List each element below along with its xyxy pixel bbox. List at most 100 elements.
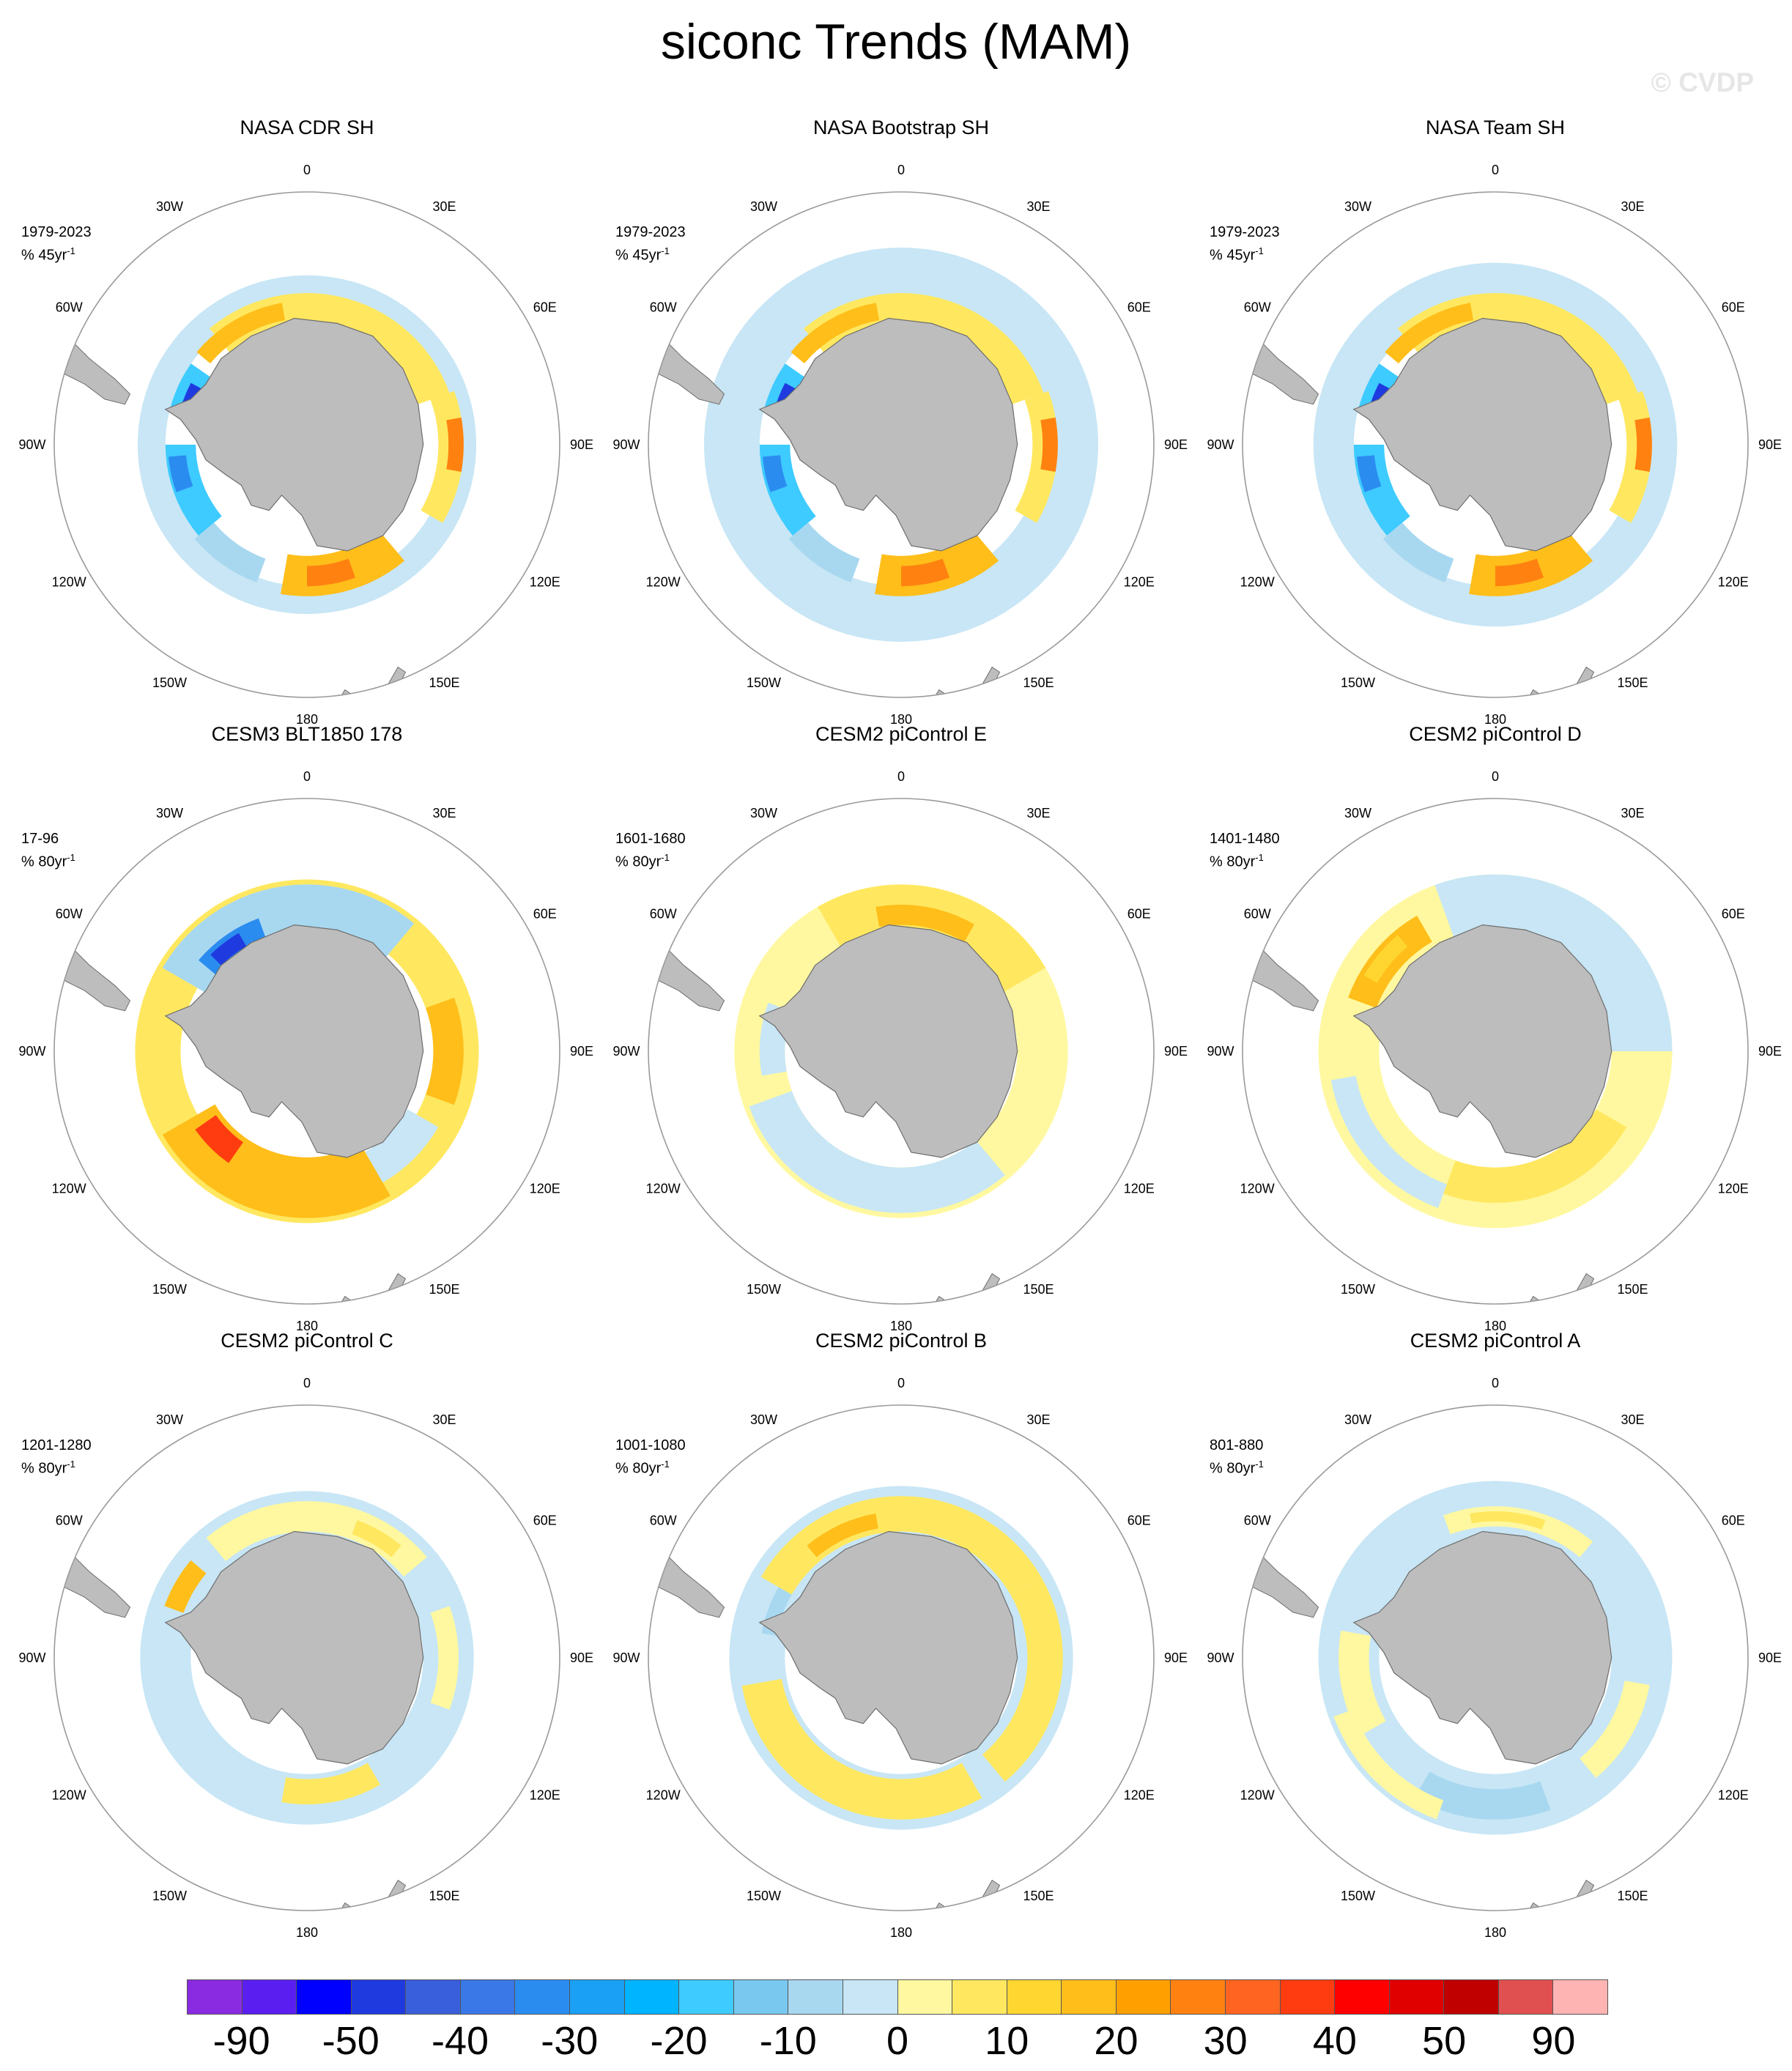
longitude-label: 60W — [650, 1514, 677, 1528]
longitude-label: 180 — [890, 1319, 912, 1333]
longitude-label: 30W — [156, 1412, 183, 1427]
trend-units-exponent: -1 — [661, 1459, 670, 1470]
longitude-label: 0 — [897, 769, 905, 784]
longitude-label: 180 — [1484, 1319, 1506, 1333]
trend-region — [1357, 455, 1382, 492]
trend-region — [788, 522, 860, 582]
tasmania-land — [463, 1870, 485, 1886]
trend-region — [1333, 1709, 1444, 1820]
copyright-watermark: © CVDP — [1651, 67, 1754, 97]
colorbar-box — [1007, 1980, 1062, 2014]
longitude-label: 90W — [612, 437, 640, 452]
tasmania-land — [463, 656, 485, 673]
longitude-label: 150E — [1023, 675, 1054, 690]
sea-ice-trend-field — [648, 1486, 1079, 1911]
trend-region — [901, 558, 950, 587]
colorbar-box — [351, 1980, 407, 2014]
longitude-label: 90E — [1758, 1044, 1782, 1059]
longitude-label: 60E — [1722, 1514, 1745, 1528]
longitude-label: 150W — [747, 1282, 781, 1297]
longitude-label: 0 — [1492, 769, 1499, 784]
longitude-label: 90W — [612, 1044, 640, 1059]
colorbar-label: -90 — [212, 2019, 270, 2063]
colorbar-box — [624, 1980, 680, 2014]
longitude-label: 30W — [156, 199, 183, 214]
map-boundary-circle — [648, 798, 1155, 1305]
longitude-label: 90E — [1758, 437, 1782, 452]
trend-region — [1580, 1681, 1650, 1778]
tasmania-land — [1057, 1870, 1079, 1886]
colorbar-label: -40 — [432, 2019, 489, 2063]
longitude-label: 150E — [429, 1889, 459, 1903]
period-years: 1979-2023 — [21, 224, 92, 240]
longitude-label: 150W — [747, 675, 781, 690]
longitude-label: 120W — [1240, 575, 1275, 590]
colorbar-label: 90 — [1531, 2019, 1576, 2063]
longitude-label: 150E — [1617, 1282, 1648, 1297]
trend-units-exponent: -1 — [1255, 852, 1264, 863]
tasmania-land — [1651, 1870, 1673, 1886]
map-panel: CESM2 piControl D 1401-1480% 80yr-1 0 30E 60… — [1207, 723, 1782, 1337]
colorbar-box — [1389, 1980, 1445, 2014]
trend-units: % 45yr-1 — [21, 242, 92, 265]
colorbar-label: 50 — [1422, 2019, 1467, 2063]
sea-ice-trend-field — [54, 275, 485, 697]
colorbar-box — [1444, 1980, 1499, 2014]
trend-units-base: % 80yr — [1210, 853, 1256, 870]
longitude-label: 90E — [570, 1044, 593, 1059]
colorbar-labels: -90 -50 -40 -30 -20 -10 0 10 20 30 40 50 90 — [187, 2018, 1608, 2063]
trend-units: % 80yr-1 — [21, 848, 75, 872]
longitude-label: 60E — [1722, 300, 1745, 315]
map-boundary-circle — [1242, 1404, 1749, 1911]
longitude-label: 150W — [747, 1889, 781, 1903]
sea-ice-trend-field — [648, 247, 1098, 697]
longitude-label: 120E — [1124, 575, 1155, 590]
trend-units: % 45yr-1 — [1210, 242, 1280, 265]
antarctica-land — [164, 317, 424, 552]
trend-units-base: % 80yr — [21, 1460, 67, 1477]
map-boundary-circle — [648, 191, 1155, 698]
trend-region — [1040, 417, 1058, 473]
tasmania-land — [1651, 656, 1673, 673]
longitude-label: 30W — [1344, 806, 1371, 820]
antarctica-land — [1352, 924, 1613, 1158]
longitude-label: 30E — [432, 806, 456, 820]
colorbar-label: -10 — [759, 2019, 817, 2063]
longitude-label: 0 — [1492, 163, 1499, 177]
longitude-label: 0 — [303, 1376, 311, 1390]
longitude-label: 90W — [1207, 1650, 1234, 1665]
longitude-label: 60E — [1128, 907, 1151, 922]
longitude-label: 120W — [1240, 1182, 1275, 1196]
colorbar-box — [1498, 1980, 1554, 2014]
longitude-label: 150E — [429, 1282, 459, 1297]
longitude-label: 120E — [530, 1182, 560, 1196]
trend-region — [760, 1496, 1042, 1595]
figure-title: siconc Trends (MAM) — [660, 14, 1132, 70]
trend-units: % 80yr-1 — [615, 1455, 686, 1478]
colorbar-box — [1335, 1980, 1390, 2014]
longitude-label: 30E — [1026, 199, 1050, 214]
longitude-label: 90E — [570, 437, 593, 452]
trend-units: % 80yr-1 — [615, 848, 686, 872]
map-boundary-circle — [648, 1404, 1155, 1911]
longitude-label: 90E — [1164, 1650, 1188, 1665]
longitude-label: 150W — [152, 1282, 187, 1297]
longitude-label: 60W — [56, 1514, 83, 1528]
panel-period-label: 1401-1480% 80yr-1 — [1210, 830, 1280, 872]
longitude-label: 30E — [1621, 199, 1644, 214]
longitude-label: 180 — [296, 1319, 318, 1333]
longitude-label: 180 — [296, 1925, 318, 1940]
sea-ice-trend-field — [1243, 262, 1678, 697]
colorbar-label: 10 — [985, 2019, 1029, 2063]
colorbar-label: 20 — [1094, 2019, 1138, 2063]
trend-region — [1382, 522, 1454, 582]
colorbar-box — [788, 1980, 843, 2014]
longitude-label: 120E — [1124, 1182, 1155, 1196]
colorbar-box — [515, 1980, 571, 2014]
colorbar-label: -30 — [541, 2019, 599, 2063]
map-panel: CESM2 piControl B 1001-1080 % 80yr-1 0 30E 60… — [612, 1330, 1188, 1944]
longitude-label: 30E — [1026, 806, 1050, 820]
colorbar-box — [843, 1980, 898, 2014]
longitude-label: 60W — [1244, 907, 1271, 922]
longitude-label: 60E — [533, 1514, 557, 1528]
